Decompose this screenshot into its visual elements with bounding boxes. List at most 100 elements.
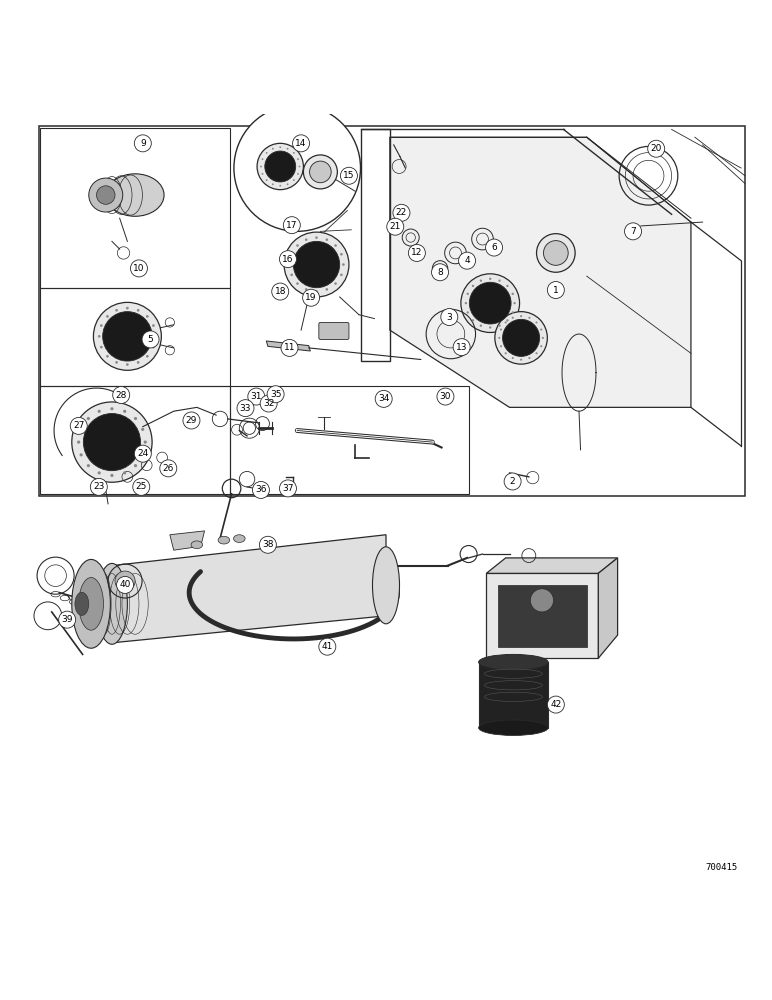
- Circle shape: [279, 146, 281, 148]
- Circle shape: [126, 363, 129, 366]
- Circle shape: [59, 611, 76, 628]
- Circle shape: [297, 173, 299, 175]
- Circle shape: [540, 345, 542, 347]
- Circle shape: [267, 386, 284, 403]
- Circle shape: [152, 324, 155, 327]
- Circle shape: [489, 326, 492, 329]
- Polygon shape: [598, 558, 618, 658]
- Circle shape: [130, 260, 147, 277]
- Circle shape: [146, 315, 149, 318]
- Circle shape: [86, 417, 90, 420]
- Circle shape: [512, 317, 514, 319]
- Bar: [40, 128, 230, 288]
- Text: 41: 41: [322, 642, 333, 651]
- Circle shape: [512, 311, 514, 314]
- Circle shape: [97, 410, 101, 413]
- Circle shape: [499, 324, 501, 327]
- Circle shape: [506, 319, 509, 322]
- Text: 700415: 700415: [705, 863, 737, 872]
- Circle shape: [299, 166, 300, 167]
- Circle shape: [248, 388, 265, 405]
- Circle shape: [134, 417, 137, 420]
- Circle shape: [505, 352, 506, 354]
- Text: 3: 3: [446, 313, 452, 322]
- Circle shape: [340, 253, 343, 256]
- Circle shape: [141, 428, 144, 431]
- Circle shape: [512, 293, 514, 295]
- Circle shape: [265, 151, 296, 182]
- Circle shape: [252, 481, 269, 498]
- Ellipse shape: [218, 536, 230, 544]
- Circle shape: [133, 478, 150, 495]
- Circle shape: [100, 324, 103, 327]
- FancyBboxPatch shape: [319, 322, 349, 339]
- Circle shape: [70, 417, 87, 434]
- Circle shape: [80, 453, 83, 456]
- Circle shape: [117, 576, 134, 593]
- Text: 36: 36: [256, 485, 266, 494]
- Text: 33: 33: [240, 404, 251, 413]
- Circle shape: [472, 319, 474, 322]
- Circle shape: [387, 218, 404, 235]
- Text: 19: 19: [306, 293, 317, 302]
- Text: 37: 37: [283, 484, 293, 493]
- Circle shape: [486, 239, 503, 256]
- Circle shape: [293, 135, 310, 152]
- Circle shape: [86, 464, 90, 467]
- Circle shape: [437, 388, 454, 405]
- Text: 28: 28: [116, 391, 127, 400]
- Ellipse shape: [72, 559, 110, 648]
- Ellipse shape: [96, 563, 127, 644]
- Circle shape: [528, 317, 530, 319]
- Text: 11: 11: [284, 343, 295, 352]
- Circle shape: [141, 453, 144, 456]
- Text: 38: 38: [262, 540, 273, 549]
- Circle shape: [393, 204, 410, 221]
- Circle shape: [305, 288, 307, 291]
- Text: 22: 22: [396, 208, 407, 217]
- Circle shape: [100, 346, 103, 348]
- Circle shape: [303, 289, 320, 306]
- Circle shape: [290, 274, 293, 276]
- Bar: [230, 386, 469, 494]
- Circle shape: [293, 152, 295, 154]
- Circle shape: [113, 387, 130, 403]
- Circle shape: [279, 185, 281, 187]
- Circle shape: [441, 309, 458, 326]
- Text: 31: 31: [251, 392, 262, 401]
- Text: 32: 32: [263, 399, 274, 408]
- Circle shape: [479, 324, 482, 327]
- Circle shape: [340, 274, 343, 276]
- Text: 42: 42: [550, 700, 561, 709]
- Text: 7: 7: [630, 227, 636, 236]
- Circle shape: [310, 161, 331, 183]
- Circle shape: [290, 253, 293, 256]
- Circle shape: [123, 471, 127, 474]
- Circle shape: [103, 312, 152, 361]
- Circle shape: [334, 282, 337, 285]
- Ellipse shape: [479, 654, 548, 670]
- Circle shape: [465, 302, 467, 304]
- Circle shape: [504, 473, 521, 490]
- Circle shape: [260, 166, 262, 167]
- Circle shape: [115, 361, 118, 364]
- Text: 4: 4: [464, 256, 470, 265]
- Circle shape: [183, 412, 200, 429]
- Circle shape: [453, 339, 470, 356]
- Circle shape: [144, 440, 147, 444]
- Circle shape: [137, 361, 140, 364]
- Circle shape: [262, 173, 263, 175]
- Circle shape: [326, 288, 328, 291]
- Circle shape: [293, 179, 295, 181]
- Circle shape: [543, 241, 568, 265]
- Circle shape: [110, 407, 113, 410]
- Text: 8: 8: [437, 268, 443, 277]
- Polygon shape: [390, 137, 691, 407]
- Circle shape: [340, 167, 357, 184]
- Circle shape: [319, 638, 336, 655]
- Ellipse shape: [106, 174, 164, 216]
- Bar: [498, 585, 587, 647]
- Circle shape: [520, 315, 522, 317]
- Circle shape: [537, 234, 575, 272]
- Circle shape: [279, 251, 296, 268]
